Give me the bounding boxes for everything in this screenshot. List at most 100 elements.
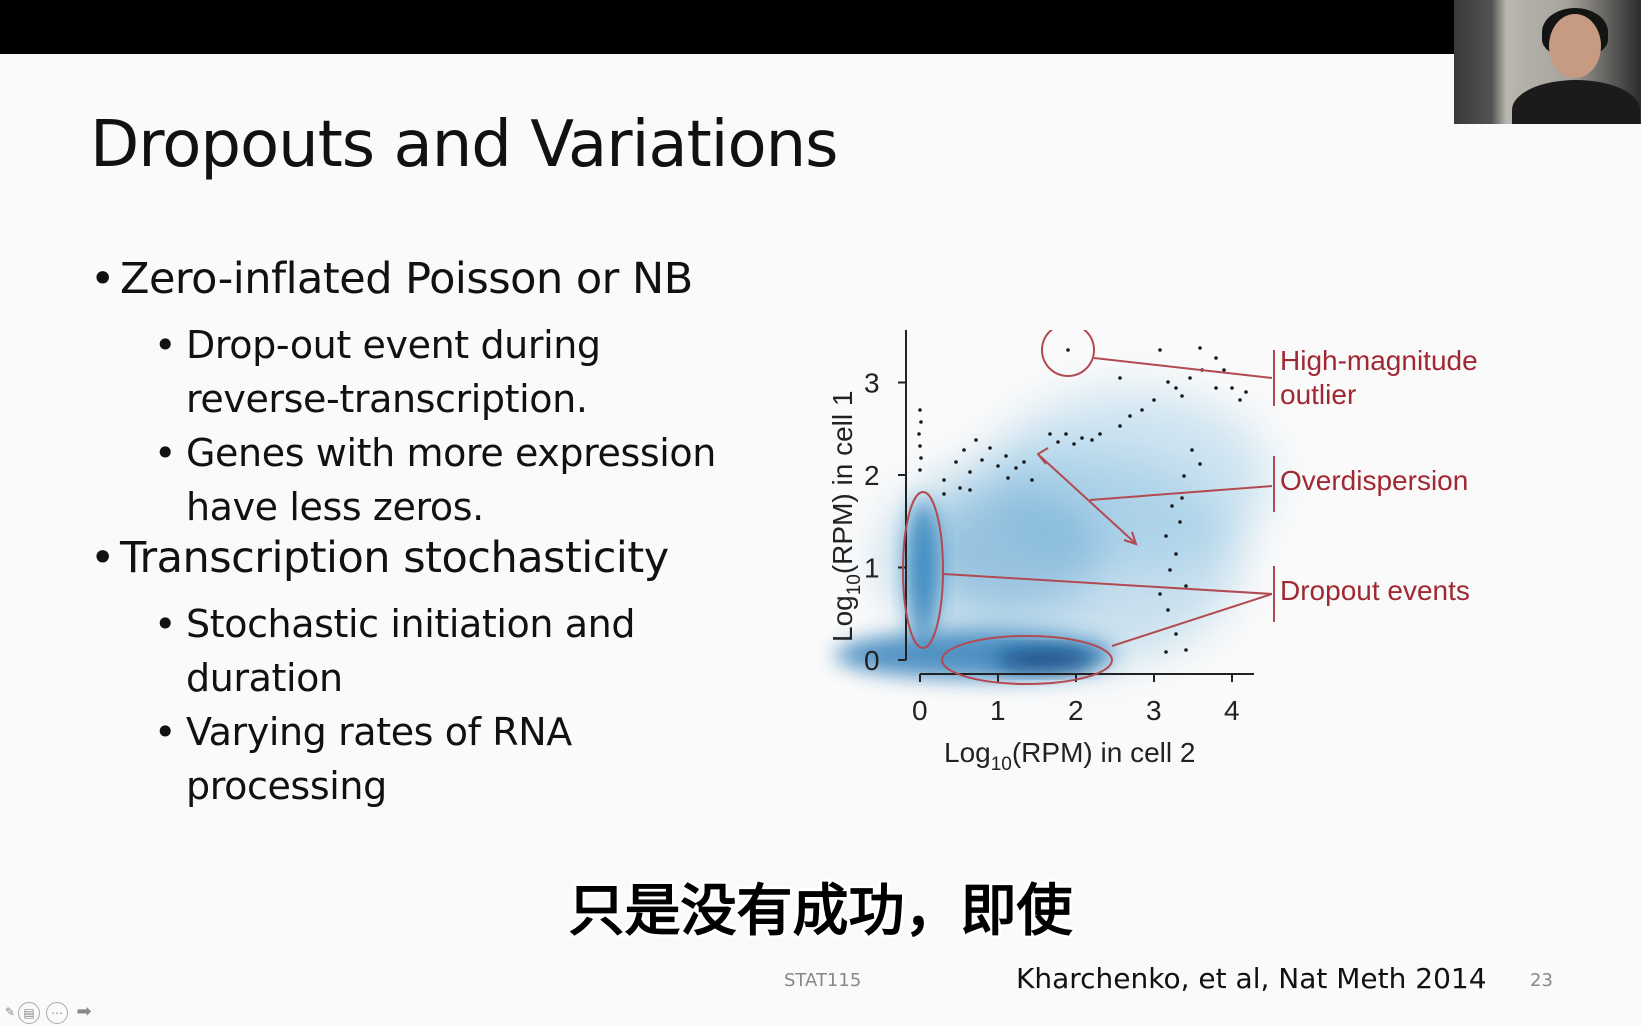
scatter-point [1072, 442, 1076, 446]
scatter-points [917, 346, 1248, 654]
scatter-point [1014, 466, 1018, 470]
scatter-point [1004, 454, 1008, 458]
scatter-point [954, 460, 958, 464]
sub-bullet-line: Varying rates of RNA [186, 710, 572, 754]
density-cloud [835, 390, 1270, 679]
scatter-point [1184, 584, 1188, 588]
scatter-point [1180, 496, 1184, 500]
more-icon[interactable]: ⋯ [46, 1002, 68, 1024]
sub-bullet-line: reverse-transcription. [186, 377, 588, 421]
annotation-dropout: Dropout events [1280, 575, 1470, 606]
scatter-density-figure: 0 1 2 3 0 1 2 3 4 Log10(RPM) in cell 1 Log10(RPM… [827, 330, 1478, 775]
scatter-point [1048, 432, 1052, 436]
annotation-outlier-line1: High-magnitude [1280, 345, 1478, 376]
scatter-point [1128, 414, 1132, 418]
scatter-point [968, 488, 972, 492]
scatter-point [1090, 438, 1094, 442]
outlier-circle [1041, 330, 1095, 377]
scatter-point [1098, 432, 1102, 436]
scatter-point [1030, 478, 1034, 482]
scatter-point [1198, 346, 1202, 350]
scatter-point [1164, 534, 1168, 538]
bullet-text: Transcription stochasticity [120, 533, 669, 583]
dropout-ellipse-vertical [902, 491, 944, 649]
webcam-video [1454, 0, 1641, 124]
scatter-point [1214, 386, 1218, 390]
scatter-point [1022, 460, 1026, 464]
sub-bullet-item: • Drop-out event during reverse-transcri… [154, 318, 601, 426]
scatter-point [968, 470, 972, 474]
sub-bullet-line: have less zeros. [186, 485, 484, 529]
scatter-point [1230, 386, 1234, 390]
scatter-point [1140, 408, 1144, 412]
bullet-dot: • [90, 533, 115, 583]
scatter-point [1158, 348, 1162, 352]
slide-title: Dropouts and Variations [90, 108, 838, 182]
scatter-point [1190, 448, 1194, 452]
annotation-overdispersion: Overdispersion [1280, 465, 1468, 496]
x-tick-label: 0 [912, 695, 928, 726]
sub-bullet-item: • Genes with more expression have less z… [154, 426, 716, 534]
bullet-dot: • [154, 602, 177, 646]
scatter-point [988, 446, 992, 450]
scatter-point [918, 468, 922, 472]
sub-bullet-line: Drop-out event during [186, 323, 601, 367]
bullet-item: • Transcription stochasticity [90, 533, 669, 583]
tick-labels: 0 1 2 3 0 1 2 3 4 [864, 368, 1240, 727]
scatter-point [1244, 390, 1248, 394]
scatter-point [1188, 376, 1192, 380]
scatter-point [942, 492, 946, 496]
y-axis-label: Log10(RPM) in cell 1 [827, 391, 865, 642]
scatter-point [1174, 632, 1178, 636]
citation: Kharchenko, et al, Nat Meth 2014 [1016, 962, 1487, 995]
bullet-item: • Zero-inflated Poisson or NB [90, 254, 693, 304]
sub-bullet-item: • Stochastic initiation and duration [154, 597, 635, 705]
scatter-point [1178, 520, 1182, 524]
scatter-point [917, 432, 921, 436]
scatter-point [1168, 568, 1172, 572]
scatter-point [918, 444, 922, 448]
scatter-point [942, 478, 946, 482]
video-subtitle: 只是没有成功，即使 [568, 879, 1073, 944]
scatter-point [962, 448, 966, 452]
x-tick-label: 4 [1224, 695, 1240, 726]
dropout-ellipse-horizontal [941, 635, 1113, 685]
scatter-point [974, 438, 978, 442]
sub-bullet-line: duration [186, 656, 343, 700]
y-tick-label: 0 [864, 645, 880, 676]
sub-bullet-line: Stochastic initiation and [186, 602, 636, 646]
presenter-body [1512, 80, 1640, 124]
scatter-point [1198, 462, 1202, 466]
scatter-point [1064, 432, 1068, 436]
y-tick-label: 3 [864, 368, 880, 399]
top-black-bar [0, 0, 1641, 54]
y-tick-label: 2 [864, 460, 880, 491]
scatter-point [918, 408, 922, 412]
slideshow-controls: ✎ ▤ ⋯ ➡ [0, 1000, 110, 1024]
sub-bullet-line: processing [186, 764, 387, 808]
scatter-point [1174, 386, 1178, 390]
scatter-point [1184, 648, 1188, 652]
scatter-point [1006, 476, 1010, 480]
scatter-point [919, 456, 923, 460]
x-axis-label: Log10(RPM) in cell 2 [944, 737, 1195, 775]
scatter-point [1164, 650, 1168, 654]
footer-course: STAT115 [784, 970, 862, 991]
scatter-point [996, 464, 1000, 468]
tick-marks [898, 381, 1233, 682]
next-arrow-icon[interactable]: ➡ [76, 1001, 92, 1022]
axes [905, 330, 1254, 675]
pen-icon[interactable]: ✎ [4, 1005, 16, 1019]
x-tick-label: 1 [990, 695, 1006, 726]
scatter-point [919, 420, 923, 424]
bullet-dot: • [154, 431, 177, 475]
slides-icon[interactable]: ▤ [18, 1002, 40, 1024]
scatter-point [1056, 440, 1060, 444]
scatter-point [1080, 436, 1084, 440]
scatter-point [1166, 608, 1170, 612]
scatter-point [1152, 398, 1156, 402]
presenter-face [1549, 14, 1601, 78]
scatter-point [980, 458, 984, 462]
page-number: 23 [1530, 970, 1553, 991]
annotation-outlier-line2: outlier [1280, 379, 1356, 410]
